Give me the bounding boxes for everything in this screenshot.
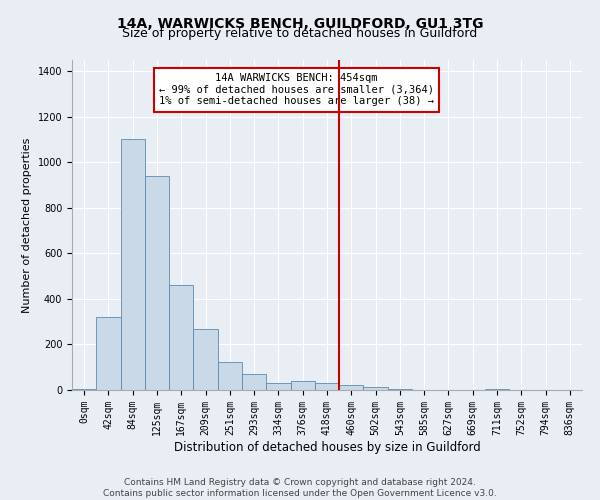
- Bar: [266, 383, 290, 390]
- Bar: [193, 328, 218, 390]
- Text: 14A, WARWICKS BENCH, GUILDFORD, GU1 3TG: 14A, WARWICKS BENCH, GUILDFORD, GU1 3TG: [117, 18, 483, 32]
- Bar: [169, 286, 193, 390]
- Bar: [242, 374, 266, 390]
- Bar: [339, 386, 364, 390]
- Bar: [96, 317, 121, 390]
- Bar: [72, 389, 96, 390]
- Bar: [121, 138, 145, 390]
- Text: Size of property relative to detached houses in Guildford: Size of property relative to detached ho…: [122, 28, 478, 40]
- Bar: [315, 383, 339, 390]
- Text: 14A WARWICKS BENCH: 454sqm
← 99% of detached houses are smaller (3,364)
1% of se: 14A WARWICKS BENCH: 454sqm ← 99% of deta…: [159, 73, 434, 106]
- Bar: [485, 389, 509, 390]
- Bar: [388, 389, 412, 390]
- Text: Contains HM Land Registry data © Crown copyright and database right 2024.
Contai: Contains HM Land Registry data © Crown c…: [103, 478, 497, 498]
- Bar: [364, 386, 388, 390]
- Bar: [145, 176, 169, 390]
- Bar: [218, 362, 242, 390]
- Bar: [290, 381, 315, 390]
- Y-axis label: Number of detached properties: Number of detached properties: [22, 138, 32, 312]
- X-axis label: Distribution of detached houses by size in Guildford: Distribution of detached houses by size …: [173, 440, 481, 454]
